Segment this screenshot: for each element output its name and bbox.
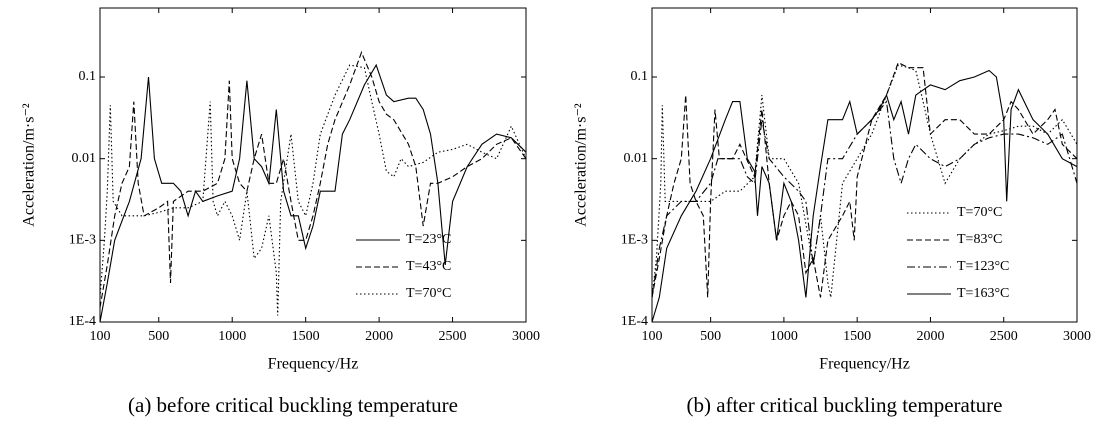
y-tick-label: 0.01 (624, 151, 649, 166)
series-line (100, 50, 526, 308)
y-tick-label: 0.1 (631, 69, 649, 84)
x-tick-label: 2000 (365, 329, 393, 344)
x-tick-label: 2000 (916, 329, 944, 344)
x-axis-label: Frequency/Hz (819, 356, 910, 373)
x-tick-label: 500 (148, 329, 169, 344)
y-tick-label: 1E-4 (621, 314, 648, 329)
series-line (100, 64, 526, 316)
x-tick-label: 3000 (1063, 329, 1091, 344)
y-tick-label: 1E-4 (69, 314, 96, 329)
x-tick-label: 1000 (770, 329, 798, 344)
y-axis-label: Acceleration/m·s⁻² (573, 103, 590, 227)
y-tick-label: 0.01 (72, 151, 97, 166)
legend-label: T=163°C (957, 286, 1009, 301)
x-tick-label: 100 (90, 329, 111, 344)
series-line (652, 64, 1077, 298)
plot-frame (99, 7, 527, 323)
caption: (b) after critical buckling temperature (686, 393, 1002, 417)
series-line (100, 63, 526, 322)
legend-label: T=43°C (406, 259, 451, 274)
legend-label: T=23°C (406, 232, 451, 247)
caption: (a) before critical buckling temperature (128, 393, 458, 417)
series-line (652, 100, 1077, 298)
x-tick-label: 100 (642, 329, 663, 344)
series-line (652, 69, 1077, 322)
legend-label: T=70°C (957, 205, 1002, 220)
series-line (652, 61, 1077, 298)
y-tick-label: 0.1 (79, 69, 97, 84)
x-tick-label: 2500 (439, 329, 467, 344)
x-tick-label: 3000 (512, 329, 540, 344)
legend-label: T=70°C (406, 286, 451, 301)
legend-label: T=83°C (957, 232, 1002, 247)
plot-frame (651, 7, 1078, 323)
y-axis-label: Acceleration/m·s⁻² (21, 103, 38, 227)
y-tick-label: 1E-3 (621, 233, 648, 248)
x-tick-label: 1500 (843, 329, 871, 344)
x-axis-label: Frequency/Hz (268, 356, 359, 373)
x-tick-label: 2500 (990, 329, 1018, 344)
legend-label: T=123°C (957, 259, 1009, 274)
x-tick-label: 1000 (218, 329, 246, 344)
x-tick-label: 1500 (292, 329, 320, 344)
y-tick-label: 1E-3 (69, 233, 96, 248)
x-tick-label: 500 (700, 329, 721, 344)
